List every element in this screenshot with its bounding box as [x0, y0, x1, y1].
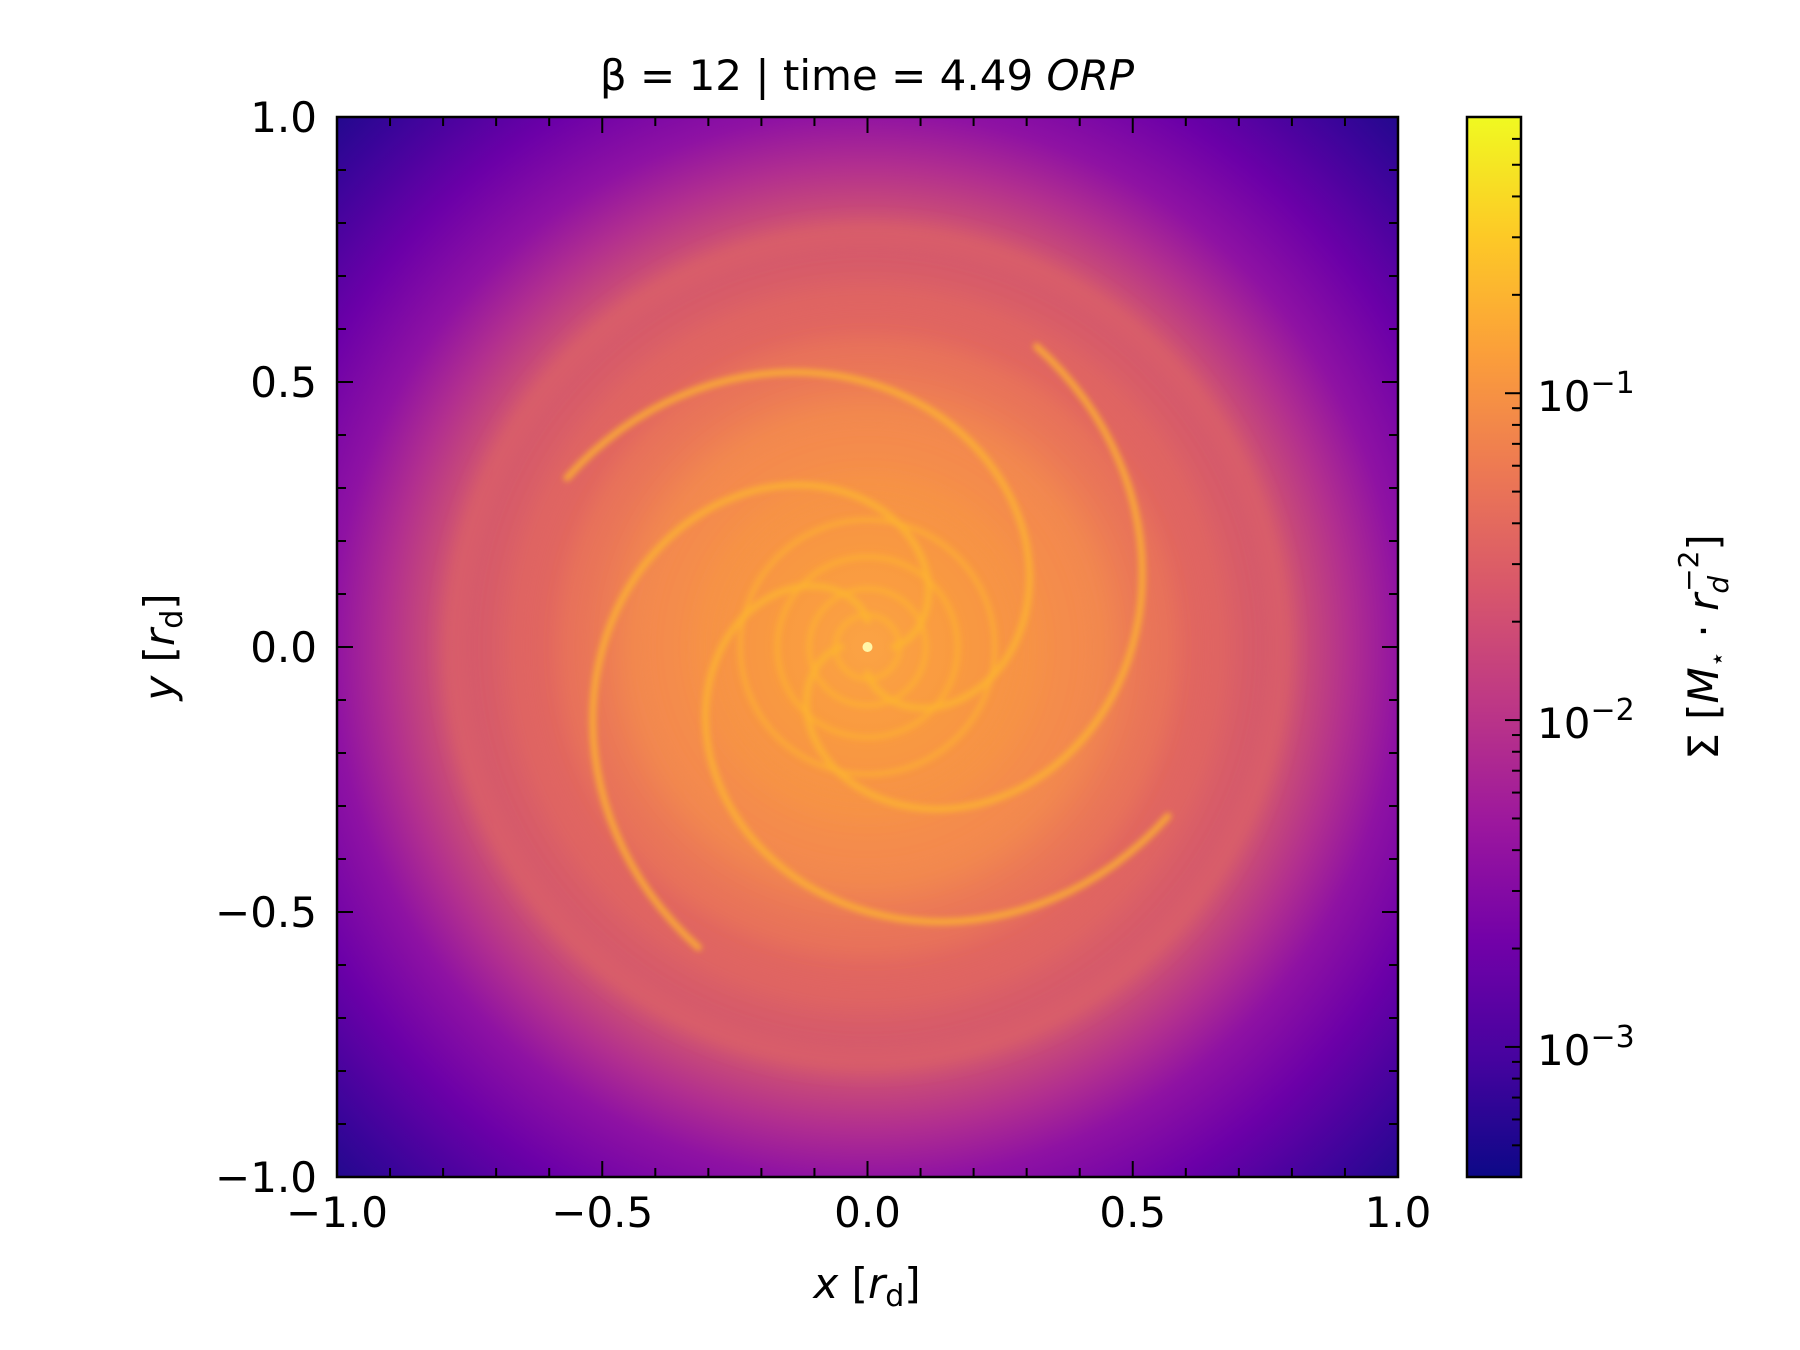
density-rings	[445, 225, 1290, 1069]
spiral-arm	[563, 368, 1034, 712]
colorbar-tick-label: 10−1	[1537, 366, 1635, 421]
colorbar-tick-label: 10−2	[1537, 693, 1635, 748]
cbar-label-dot: ·	[1679, 611, 1728, 651]
y-axis-sub: d	[155, 610, 190, 629]
colorbar-ticks	[1505, 137, 1521, 1178]
x-tick-label: 1.0	[1365, 1188, 1432, 1237]
x-axis-r: r	[868, 1259, 888, 1308]
x-axis-label: x [rd]	[811, 1259, 920, 1314]
x-axis-sub: d	[885, 1279, 904, 1314]
inner-ring	[774, 554, 961, 740]
y-tick-labels: −1.0 −0.5 0.0 0.5 1.0	[215, 93, 317, 1202]
cbar-label-m: M	[1679, 667, 1728, 703]
cbar-label-r: r	[1679, 591, 1728, 611]
x-tick-label: −0.5	[551, 1188, 653, 1237]
title-main: β = 12 | time = 4.49	[600, 51, 1047, 100]
spiral-arm	[802, 343, 1146, 813]
y-tick-label: 0.0	[250, 623, 317, 672]
y-tick-label: 1.0	[250, 93, 317, 142]
cbar-label-star: ⋆	[1703, 651, 1733, 667]
title-unit: ORP	[1047, 51, 1135, 100]
spiral-arm	[589, 481, 933, 951]
cbar-label-sub: d	[1702, 576, 1735, 594]
y-axis-label: y [rd]	[135, 593, 190, 702]
cbar-label-pre: Σ [	[1679, 704, 1728, 760]
spiral-arm	[701, 582, 1172, 926]
spiral-arms	[563, 343, 1172, 951]
colorbar-label: Σ [M⋆ · rd−2]	[1672, 534, 1735, 760]
x-axis-close: ]	[904, 1259, 920, 1308]
x-tick-label: 0.0	[834, 1188, 901, 1237]
heatmap-plot	[337, 117, 1398, 1177]
colorbar-tick-label: 10−3	[1537, 1020, 1635, 1075]
chart-title: β = 12 | time = 4.49 ORP	[600, 51, 1135, 100]
y-axis-r: r	[135, 626, 184, 646]
colorbar	[1465, 115, 1523, 1179]
cbar-label-sup: −2	[1672, 551, 1705, 592]
x-axis-var: x	[811, 1259, 839, 1308]
y-tick-label: 0.5	[250, 358, 317, 407]
x-tick-label: −1.0	[286, 1188, 388, 1237]
inner-ring	[806, 586, 929, 708]
colorbar-tick-labels: 10−3 10−2 10−1	[1537, 366, 1635, 1075]
x-tick-labels: −1.0 −0.5 0.0 0.5 1.0	[286, 1188, 1431, 1237]
y-axis-var: y	[135, 675, 184, 703]
x-tick-label: 0.5	[1099, 1188, 1166, 1237]
y-axis-open: [	[135, 646, 184, 676]
y-tick-label: −0.5	[215, 888, 317, 937]
y-tick-label: −1.0	[215, 1153, 317, 1202]
inner-ring	[737, 517, 998, 777]
x-axis-open: [	[838, 1259, 868, 1308]
y-axis-close: ]	[135, 593, 184, 609]
inner-ring	[833, 612, 902, 682]
cbar-label-close: ]	[1679, 534, 1728, 550]
central-star	[862, 642, 873, 652]
plot-ticks	[336, 116, 1399, 1178]
